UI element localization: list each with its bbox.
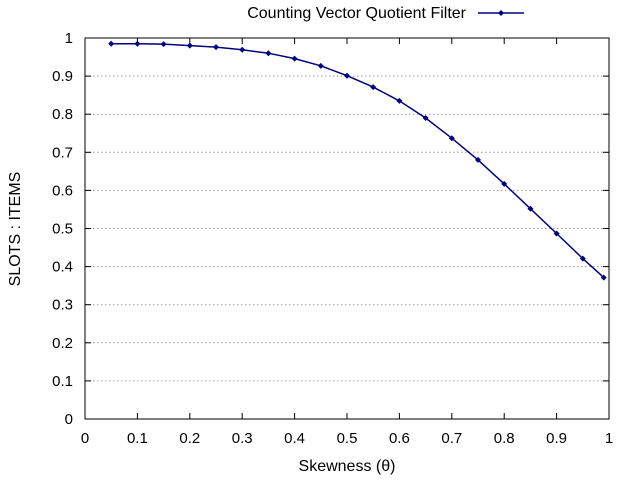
data-point-marker [108, 40, 115, 47]
data-point-marker [600, 274, 607, 281]
y-axis-label: SLOTS : ITEMS [7, 172, 24, 287]
data-point-marker [448, 135, 455, 142]
y-tick-label: 0.2 [52, 335, 73, 352]
grid-lines [85, 75, 609, 382]
x-tick-label: 0.9 [546, 430, 567, 447]
x-tick-label: 0.3 [232, 430, 253, 447]
data-point-marker [527, 205, 534, 212]
x-tick-label: 0.4 [284, 430, 305, 447]
x-tick-label: 0 [81, 430, 89, 447]
data-point-marker [579, 255, 586, 262]
x-tick-label: 0.1 [127, 430, 148, 447]
x-axis-label: Skewness (θ) [299, 458, 396, 475]
y-tick-label: 0.6 [52, 182, 73, 199]
x-tick-label: 0.5 [337, 430, 358, 447]
y-tick-label: 0.1 [52, 373, 73, 390]
data-point-marker [134, 40, 141, 47]
y-tick-label: 0.5 [52, 221, 73, 238]
y-tick-label: 0.8 [52, 106, 73, 123]
y-tick-label: 0.9 [52, 68, 73, 85]
data-point-marker [213, 44, 219, 51]
x-tick-label: 0.8 [494, 430, 515, 447]
legend-label: Counting Vector Quotient Filter [247, 5, 466, 22]
data-point-marker [370, 84, 377, 91]
y-tick-label: 0.7 [52, 144, 73, 161]
x-tick-label: 0.7 [441, 430, 462, 447]
data-point-marker [344, 72, 350, 79]
y-tick-label: 0.4 [52, 259, 73, 276]
axis-ticks: 0 0.1 0.2 0.3 0.4 0.5 0.6 0.7 0.8 0.9 1 0 0.1 0.2 0.3 0… [52, 30, 613, 447]
data-point-marker [239, 46, 246, 53]
data-point-marker [501, 180, 508, 187]
series-line [111, 42, 605, 279]
x-tick-label: 0.2 [179, 430, 200, 447]
data-point-marker [160, 41, 167, 48]
series-layer [108, 40, 607, 281]
data-point-marker [186, 42, 193, 49]
data-point-marker [317, 62, 324, 69]
data-point-marker [265, 50, 272, 57]
legend-marker-diamond [498, 10, 504, 16]
x-tick-label: 1 [605, 430, 613, 447]
data-point-marker [396, 97, 403, 104]
y-tick-label: 0.3 [52, 297, 73, 314]
legend: Counting Vector Quotient Filter [247, 5, 524, 22]
data-point-marker [291, 55, 298, 62]
y-tick-label: 1 [65, 30, 73, 47]
data-point-marker [553, 230, 560, 237]
data-point-marker [422, 115, 429, 122]
data-point-marker [475, 156, 481, 163]
x-tick-label: 0.6 [389, 430, 410, 447]
y-tick-label: 0 [65, 411, 73, 428]
